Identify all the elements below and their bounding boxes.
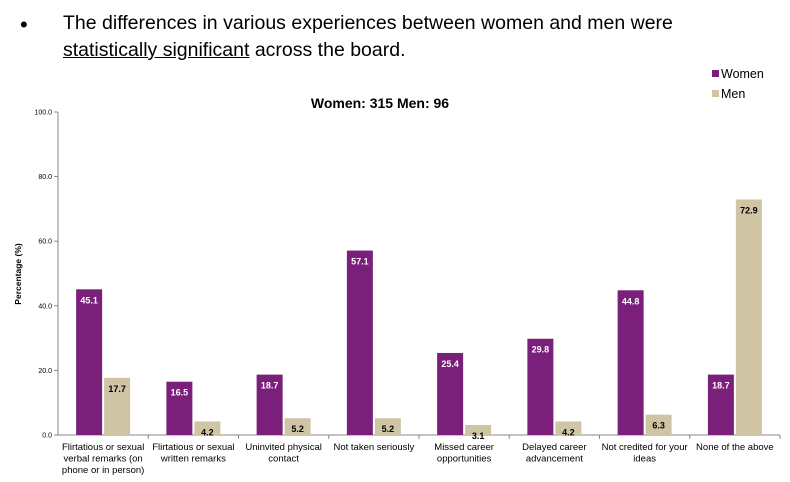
data-label-men: 72.9 — [740, 206, 758, 216]
bar-men — [465, 424, 492, 435]
bar-women — [437, 352, 464, 435]
bar-women — [76, 289, 103, 435]
plot-area: 0.0 20.0 40.0 60.0 80.0 100.0 45.1 17.7 Flirtati… — [34, 110, 781, 476]
category-label: ideas — [633, 454, 656, 465]
data-label-men: 17.7 — [108, 384, 126, 394]
category-label: opportunities — [437, 454, 492, 465]
data-label-women: 45.1 — [80, 295, 98, 305]
bar-women — [617, 290, 644, 435]
bar-men — [194, 421, 221, 435]
category-label: Flirtatious or sexual — [62, 442, 144, 453]
y-tick-label: 80.0 — [38, 174, 52, 181]
y-axis-label: Percentage (%) — [13, 243, 23, 305]
category-label: Uninvited physical — [245, 442, 322, 453]
bar-men — [374, 418, 401, 435]
data-label-women: 29.8 — [532, 345, 550, 355]
category-label: Not credited for your — [602, 442, 688, 453]
bar-women — [256, 374, 283, 435]
category-label: None of the above — [696, 442, 774, 453]
chart-subtitle: Women: 315 Men: 96 — [311, 95, 449, 111]
bar-women — [527, 338, 554, 435]
data-label-women: 18.7 — [712, 381, 730, 391]
y-tick-label: 0.0 — [42, 433, 52, 440]
category-label: Delayed career — [522, 442, 586, 453]
headline-text-end: across the board. — [249, 39, 406, 61]
bar-women — [346, 250, 373, 435]
data-label-women: 16.5 — [171, 388, 189, 398]
bar-men — [555, 421, 582, 435]
bar-men — [284, 418, 311, 435]
bar-men — [735, 199, 762, 435]
data-label-women: 57.1 — [351, 257, 369, 267]
bar-women — [707, 374, 734, 435]
category-label: verbal remarks (on — [64, 454, 143, 465]
data-label-men: 5.2 — [382, 424, 395, 434]
y-tick-label: 100.0 — [34, 110, 52, 117]
data-label-men: 3.1 — [472, 431, 485, 441]
bar-men — [645, 414, 672, 435]
data-label-men: 4.2 — [201, 427, 214, 437]
y-tick-label: 60.0 — [38, 239, 52, 246]
legend-label-women: Women — [721, 67, 764, 81]
legend-label-men: Men — [721, 87, 745, 101]
bar-men — [104, 377, 131, 435]
data-label-women: 44.8 — [622, 296, 640, 306]
category-label: written remarks — [160, 454, 226, 465]
legend: Women Men — [712, 67, 764, 101]
category-label: Missed career — [434, 442, 494, 453]
data-label-men: 5.2 — [291, 424, 304, 434]
y-tick-label: 20.0 — [38, 368, 52, 375]
data-label-men: 4.2 — [562, 427, 575, 437]
bar-women — [166, 381, 193, 435]
category-label: Not taken seriously — [333, 442, 414, 453]
legend-swatch-men — [712, 90, 719, 97]
category-label: contact — [268, 454, 299, 465]
legend-swatch-women — [712, 70, 719, 77]
data-label-women: 18.7 — [261, 381, 279, 391]
headline-underlined-phrase: statistically significant — [63, 39, 250, 61]
category-label: advancement — [526, 454, 583, 465]
headline-text-start: The differences in various experiences b… — [63, 12, 673, 34]
y-tick-label: 40.0 — [38, 303, 52, 310]
category-label: Flirtatious or sexual — [152, 442, 234, 453]
bullet-marker: • — [20, 12, 28, 37]
data-label-women: 25.4 — [441, 359, 459, 369]
category-label: phone or in person) — [62, 465, 144, 476]
slide-headline: The differences in various experiences b… — [63, 10, 763, 64]
data-label-men: 6.3 — [652, 421, 665, 431]
